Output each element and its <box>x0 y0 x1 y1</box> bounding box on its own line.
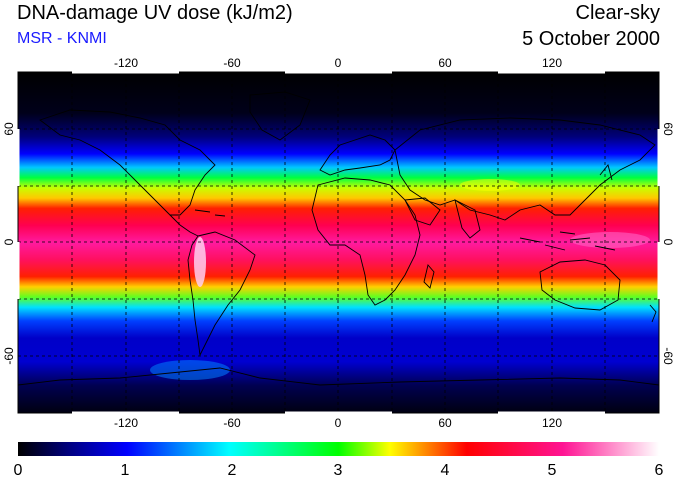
lon-label-top: -60 <box>223 56 241 70</box>
colorbar <box>18 442 659 456</box>
colorbar-label: 6 <box>655 462 664 479</box>
new-zealand-coast <box>649 304 657 323</box>
maritime-peak <box>570 232 650 248</box>
colorbar-label: 2 <box>228 462 237 479</box>
central-america-coast <box>169 214 199 237</box>
lon-label-top: 0 <box>335 56 342 70</box>
colorbar-label: 1 <box>121 462 130 479</box>
sky-condition-label: Clear-sky <box>575 2 660 24</box>
frame-ticks <box>16 70 661 415</box>
coastlines <box>18 91 659 386</box>
lat-label-right: 0 <box>661 239 675 246</box>
lon-label-bottom: -60 <box>223 416 241 430</box>
indonesia-islands <box>519 231 616 251</box>
antarctica-coast <box>18 367 659 386</box>
colorbar-label: 3 <box>334 462 343 479</box>
lon-label-top: 60 <box>438 56 452 70</box>
graticule <box>18 72 659 413</box>
arabia-coast <box>404 197 441 226</box>
lon-label-top: -120 <box>114 56 138 70</box>
tibet-patch <box>460 179 520 191</box>
lon-label-bottom: 60 <box>438 416 452 430</box>
colorbar-label: 0 <box>14 462 23 479</box>
lat-label-right: 60 <box>661 122 675 136</box>
andes-peak <box>194 237 206 287</box>
antarctic-patch <box>150 360 230 380</box>
colorbar-label: 4 <box>441 462 450 479</box>
madagascar-coast <box>423 264 435 289</box>
lon-label-bottom: 120 <box>542 416 562 430</box>
regional-highlights <box>150 179 650 380</box>
south-america-coast <box>187 231 256 357</box>
japan-coast <box>599 164 613 181</box>
lat-label-left: 0 <box>2 238 16 245</box>
lat-label-right: -60 <box>661 347 675 365</box>
lat-label-left: -60 <box>2 347 16 365</box>
map-title: DNA-damage UV dose (kJ/m2) <box>17 2 293 24</box>
greenland-coast <box>249 91 311 141</box>
india-coast <box>454 199 481 239</box>
north-america-coast <box>39 109 216 216</box>
uv-dose-field <box>18 72 659 413</box>
lon-label-top: 120 <box>542 56 562 70</box>
asia-coast <box>394 117 656 221</box>
source-label: MSR - KNMI <box>17 30 107 47</box>
date-label: 5 October 2000 <box>522 28 660 50</box>
australia-coast <box>539 259 621 311</box>
lat-label-left: 60 <box>2 122 16 136</box>
colorbar-labels: 0 1 2 3 4 5 6 <box>14 462 664 479</box>
colorbar-label: 5 <box>548 462 557 479</box>
lon-label-bottom: -120 <box>114 416 138 430</box>
caribbean-islands <box>194 209 226 217</box>
lon-label-bottom: 0 <box>335 416 342 430</box>
africa-coast <box>311 177 421 306</box>
